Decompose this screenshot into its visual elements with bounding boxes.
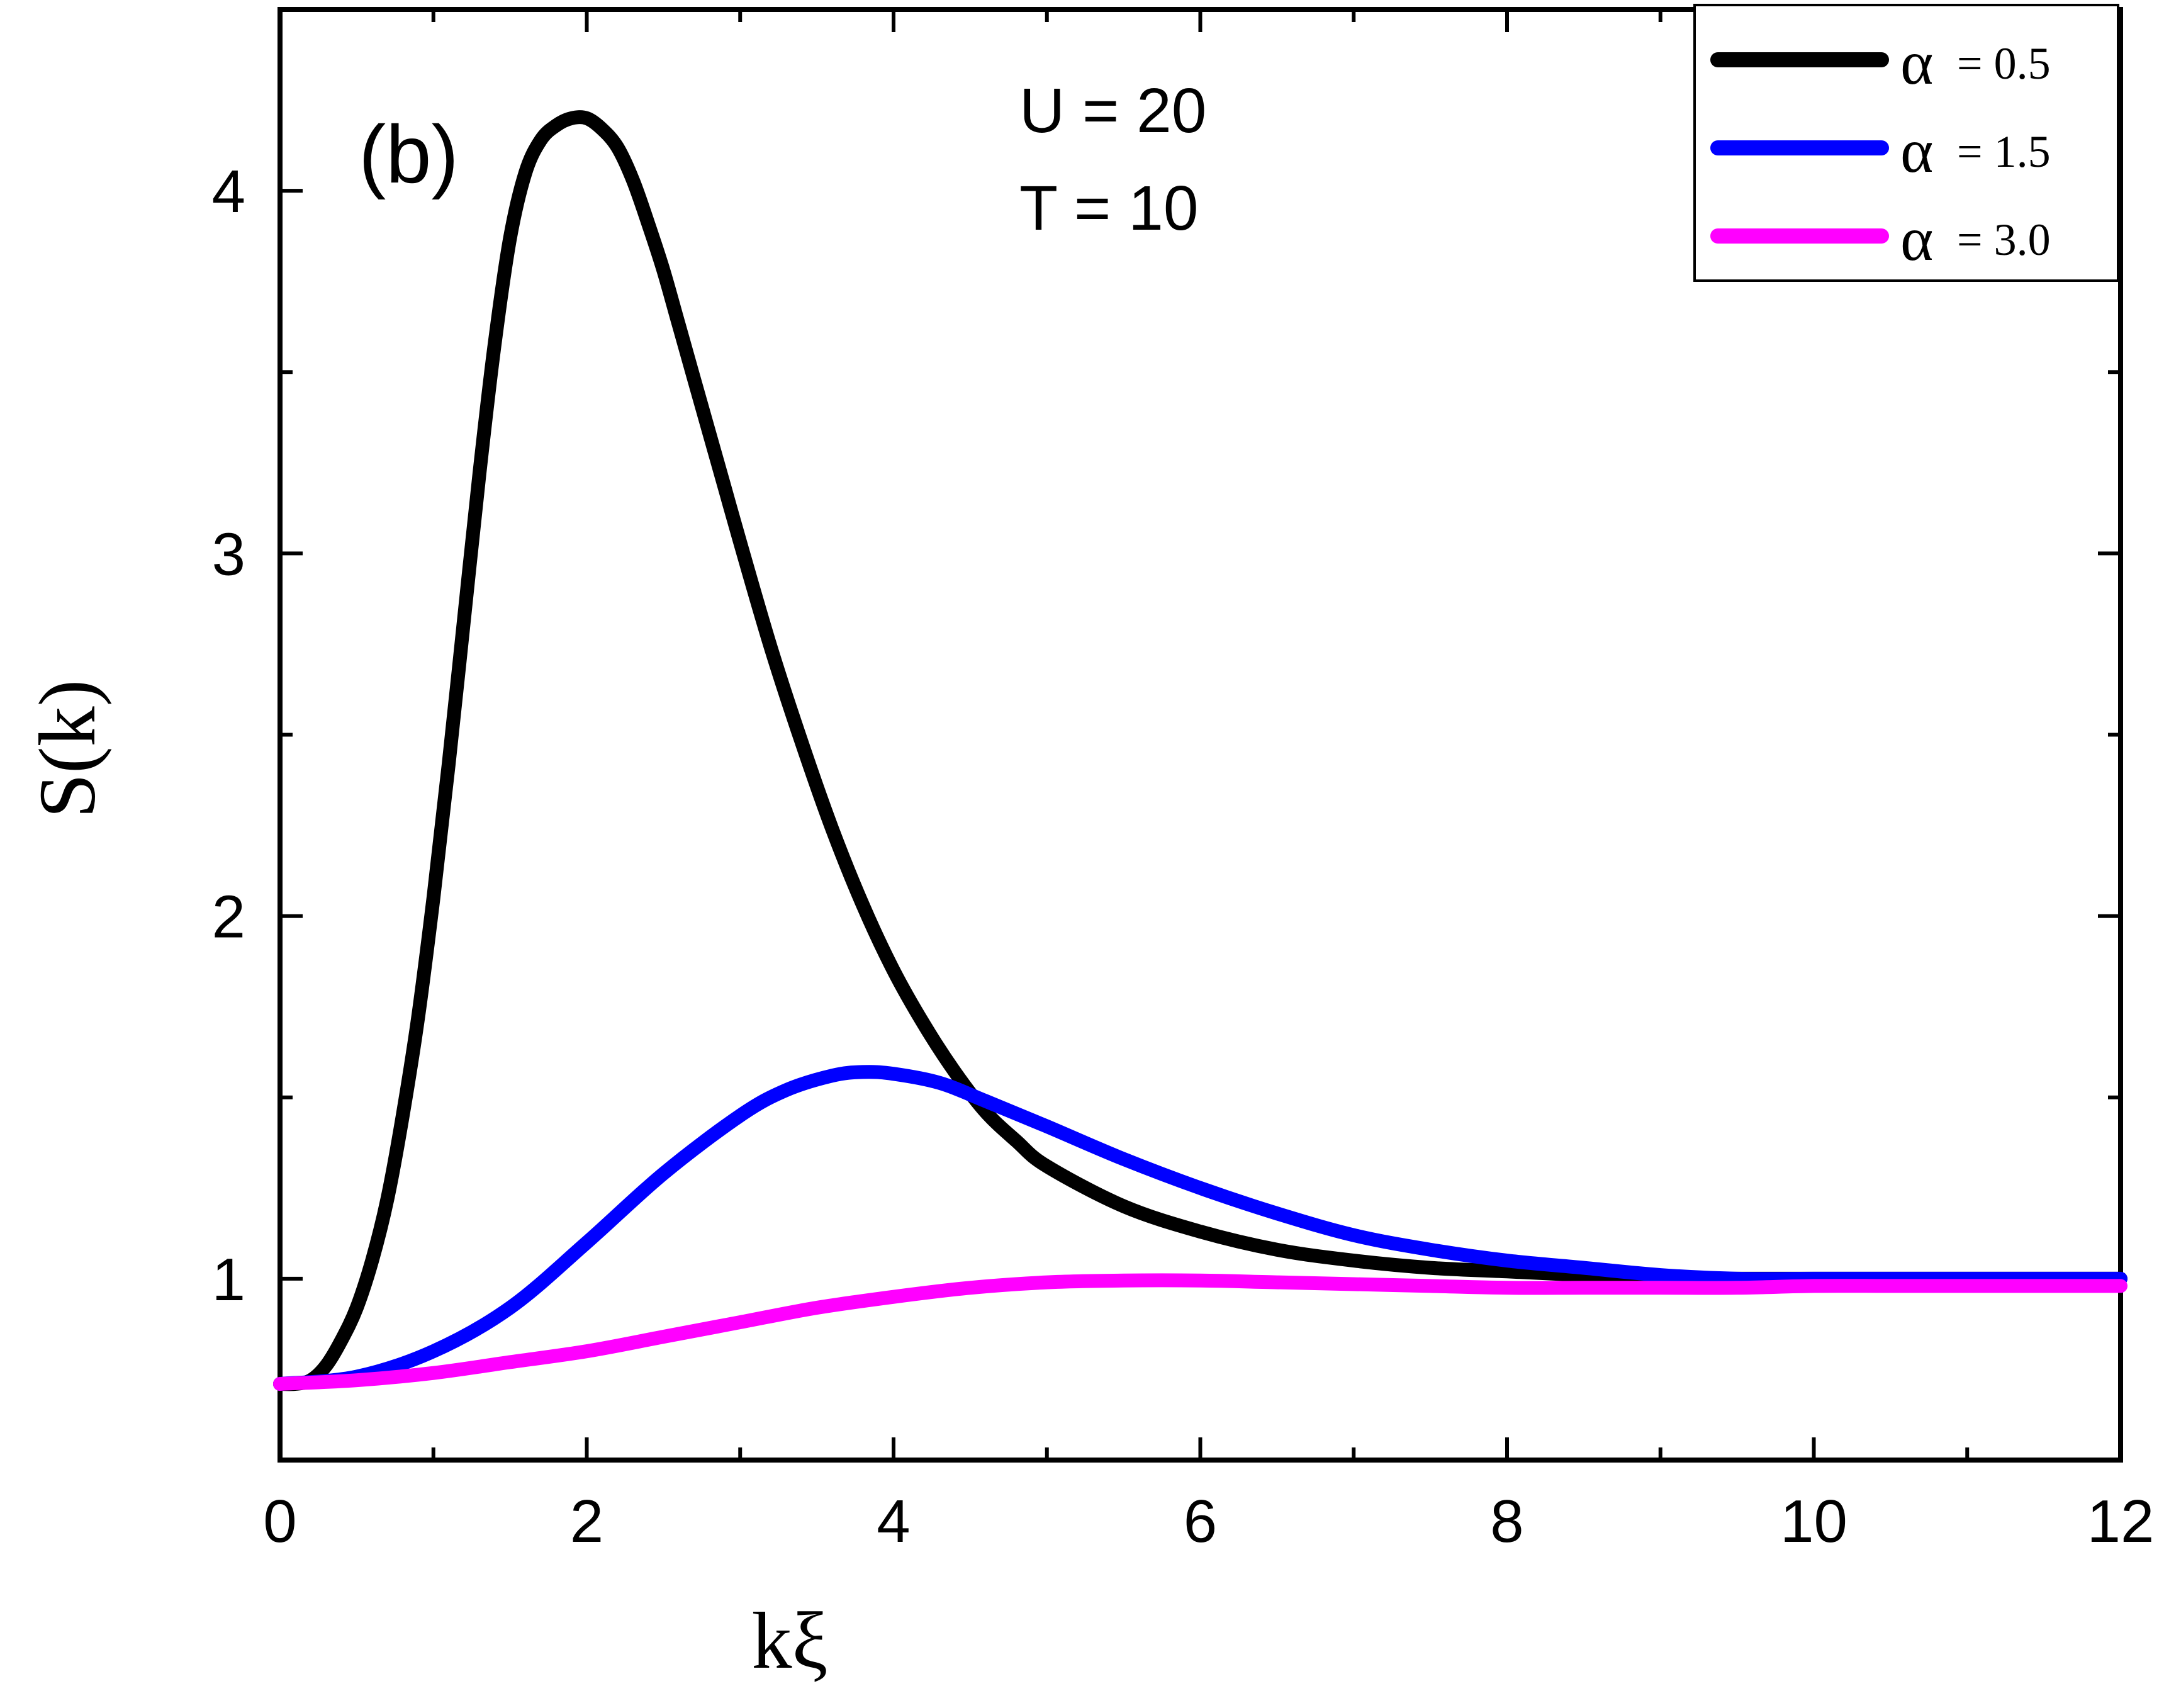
legend-symbol-2: α	[1900, 204, 1933, 274]
series-line-1	[273, 1065, 2128, 1391]
series-line-0	[273, 110, 2128, 1391]
series-group	[273, 110, 2128, 1391]
x-tick-label: 12	[2087, 1488, 2155, 1555]
y-tick-label: 4	[212, 158, 245, 225]
annotation-u: U = 20	[1019, 76, 1206, 146]
x-tick-label: 6	[1184, 1488, 1217, 1555]
x-tick-label: 4	[877, 1488, 910, 1555]
y-tick-label: 2	[212, 884, 245, 951]
panel-label: (b)	[359, 108, 459, 200]
legend-entries: α = 0.5 α = 1.5 α = 3.0	[1710, 28, 2051, 274]
x-tick-label: 0	[263, 1488, 296, 1555]
x-axis-title: kξ	[751, 1596, 827, 1685]
legend-label-1: = 1.5	[1957, 126, 2051, 177]
y-tick-label: 3	[212, 520, 245, 588]
x-tick-label: 8	[1490, 1488, 1523, 1555]
x-tick-labels: 0 2 4 6 8 10 12	[263, 1488, 2154, 1555]
y-axis-title: S(k)	[23, 680, 112, 818]
legend-label-0: = 0.5	[1957, 38, 2051, 89]
x-tick-label: 2	[570, 1488, 603, 1555]
legend-symbol-0: α	[1900, 28, 1933, 98]
series-line-2	[273, 1273, 2128, 1391]
legend-symbol-1: α	[1900, 116, 1933, 186]
y-tick-label: 1	[212, 1246, 245, 1313]
annotation-t: T = 10	[1019, 173, 1198, 244]
x-tick-label: 10	[1780, 1488, 1847, 1555]
legend-label-2: = 3.0	[1957, 215, 2051, 265]
legend: α = 0.5 α = 1.5 α = 3.0	[1693, 4, 2119, 282]
y-tick-labels: 1 2 3 4	[212, 158, 245, 1313]
